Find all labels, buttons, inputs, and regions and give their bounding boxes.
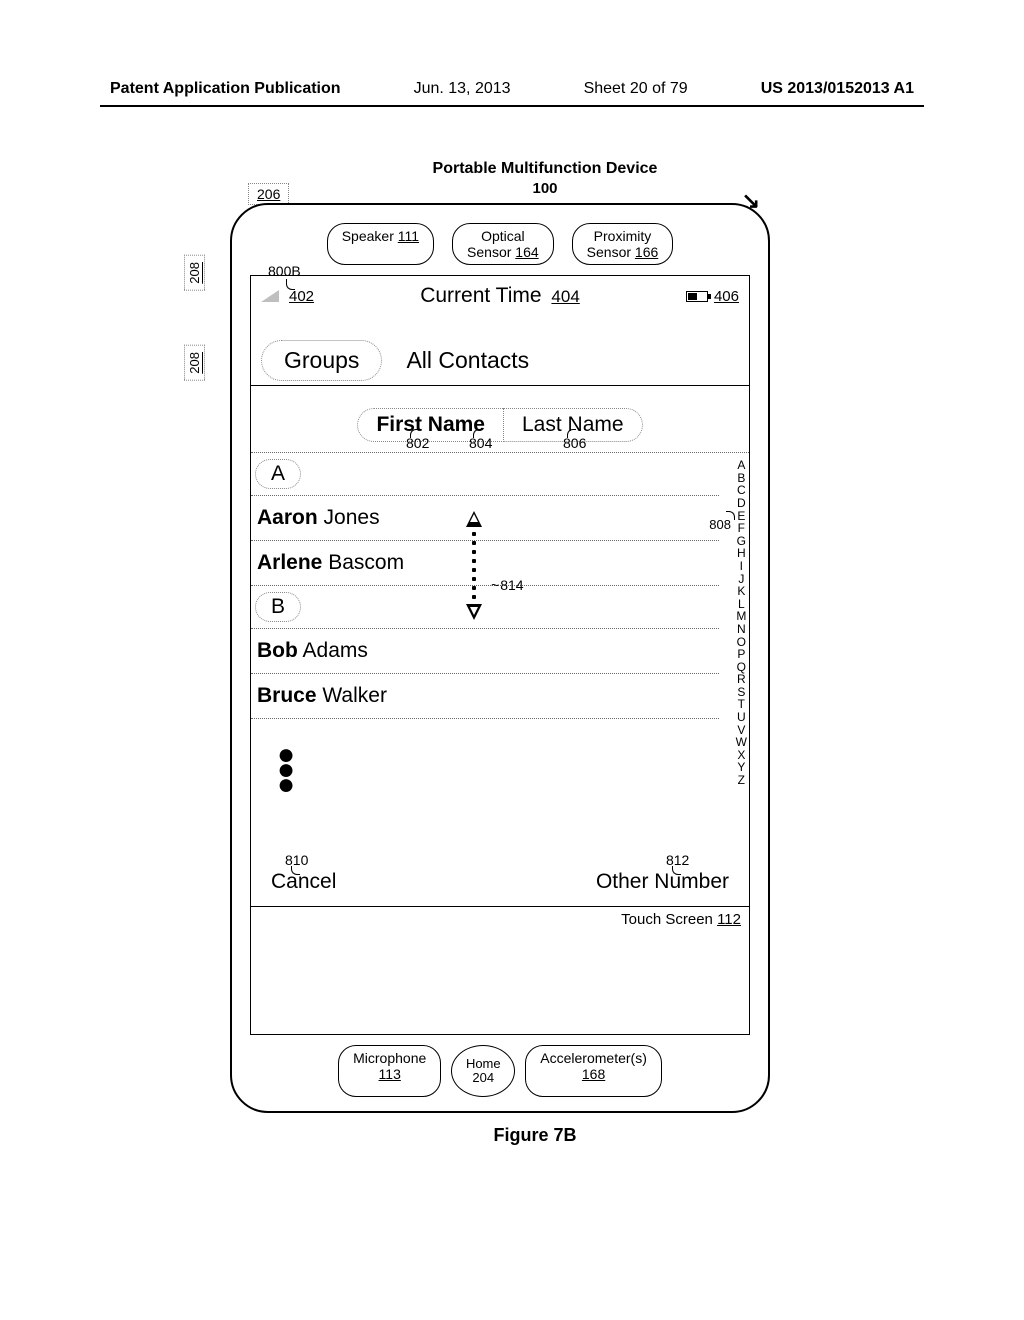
- touch-screen-label: Touch Screen 112: [251, 907, 749, 934]
- ref-808: 808: [709, 517, 731, 532]
- sort-segmented: First Name Last Name: [251, 386, 749, 452]
- ref-404: 404: [551, 287, 579, 306]
- sheet-number: Sheet 20 of 79: [584, 80, 688, 98]
- home-button[interactable]: Home204: [451, 1045, 515, 1097]
- ellipsis-icon: ●●●: [251, 719, 719, 832]
- bottom-sensors: Microphone113 Home204 Accelerometer(s)16…: [250, 1045, 750, 1097]
- header-rule: [100, 105, 924, 107]
- nav-row: Groups All Contacts 802 804 806: [251, 332, 749, 385]
- list-item[interactable]: Aaron Jones: [251, 496, 719, 540]
- signal-icon: [261, 290, 279, 302]
- touch-screen[interactable]: 402 Current Time 404 406 Groups All Cont…: [250, 275, 750, 1035]
- contact-list[interactable]: A Aaron Jones Arlene Bascom B Bob Adams …: [251, 459, 749, 832]
- battery: 406: [686, 288, 739, 305]
- ref-402: 402: [289, 288, 314, 305]
- device-title: Portable Multifunction Device: [270, 160, 820, 178]
- proximity-sensor-pill: Proximity Sensor 166: [572, 223, 674, 265]
- ref-810: 810: [285, 852, 308, 868]
- az-index[interactable]: A B C D E F G H I J K L M N O P Q R S T …: [736, 459, 747, 786]
- list-item[interactable]: Bruce Walker: [251, 674, 719, 718]
- device-number: 100 ↘: [270, 180, 820, 197]
- battery-icon: [686, 291, 708, 302]
- accelerometer-pill: Accelerometer(s)168: [525, 1045, 662, 1097]
- current-time: Current Time 404: [420, 284, 580, 308]
- optical-sensor-pill: Optical Sensor 164: [452, 223, 554, 265]
- other-number-button[interactable]: 812 Other Number: [596, 870, 729, 894]
- top-sensors: Speaker 111 Optical Sensor 164 Proximity…: [250, 223, 750, 265]
- figure-caption: Figure 7B: [250, 1125, 820, 1146]
- list-item[interactable]: Bob Adams: [251, 629, 719, 673]
- bottom-buttons: 810 Cancel 812 Other Number: [251, 862, 749, 906]
- page-header: Patent Application Publication Jun. 13, …: [0, 80, 1024, 98]
- ref-806: 806: [563, 435, 586, 451]
- figure: Portable Multifunction Device 100 ↘ 800B…: [170, 160, 820, 1146]
- section-b: B: [255, 592, 301, 622]
- document-number: US 2013/0152013 A1: [761, 80, 914, 98]
- cancel-button[interactable]: 810 Cancel: [271, 870, 336, 894]
- section-a: A: [255, 459, 301, 489]
- list-item[interactable]: Arlene Bascom: [251, 541, 719, 585]
- device-outline: 800B Speaker 111 Optical Sensor 164 Prox…: [230, 203, 770, 1113]
- groups-button[interactable]: Groups: [261, 340, 382, 381]
- ref-802: 802: [406, 435, 429, 451]
- nav-title: All Contacts: [406, 347, 529, 374]
- speaker-pill: Speaker 111: [327, 223, 434, 265]
- publication-label: Patent Application Publication: [110, 80, 341, 98]
- ref-812: 812: [666, 852, 689, 868]
- scroll-gesture-icon: [466, 511, 482, 620]
- ref-804: 804: [469, 435, 492, 451]
- status-bar: 402 Current Time 404 406: [251, 276, 749, 316]
- ref-814: 814: [491, 577, 524, 593]
- microphone-pill: Microphone113: [338, 1045, 441, 1097]
- ref-406: 406: [714, 288, 739, 305]
- publication-date: Jun. 13, 2013: [414, 80, 511, 98]
